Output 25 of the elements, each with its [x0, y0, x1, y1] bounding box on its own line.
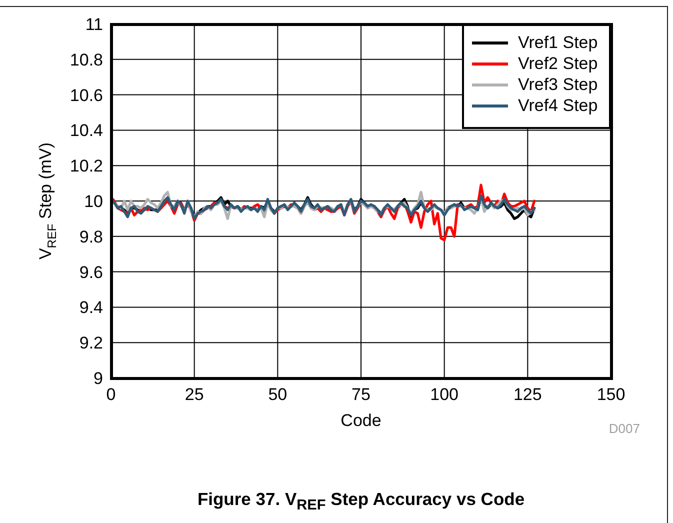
legend-label: Vref2 Step	[518, 54, 598, 74]
y-tick-label: 10	[84, 192, 103, 212]
legend-label: Vref3 Step	[518, 74, 598, 94]
legend-label: Vref1 Step	[518, 32, 598, 52]
x-tick-label: 150	[596, 385, 626, 404]
y-tick-label: 10.4	[70, 121, 103, 140]
y-tick-label: 9	[94, 369, 103, 388]
y-tick-label: 9.8	[79, 227, 103, 246]
x-tick-label: 100	[430, 385, 459, 404]
legend-label: Vref4 Step	[518, 96, 598, 116]
text: D007	[608, 421, 640, 436]
x-axis-title: Code	[340, 411, 382, 430]
x-tick-label: 0	[106, 385, 116, 404]
y-tick-label: 9.6	[79, 262, 103, 282]
y-tick-label: 9.2	[79, 334, 103, 353]
x-tick-label: 25	[184, 385, 204, 404]
y-tick-label: 10.2	[70, 156, 103, 176]
text: Figure 37. V$_{REF}$ Step Accuracy vs Code	[196, 489, 526, 514]
y-tick-label: 10.6	[70, 86, 103, 105]
x-tick-label: 50	[268, 385, 288, 404]
y-tick-label: 9.4	[79, 298, 103, 318]
x-tick-label: 75	[352, 385, 370, 404]
y-tick-label: 10.8	[70, 50, 103, 70]
y-tick-label: 11	[85, 15, 103, 34]
x-tick-label: 125	[513, 385, 542, 404]
